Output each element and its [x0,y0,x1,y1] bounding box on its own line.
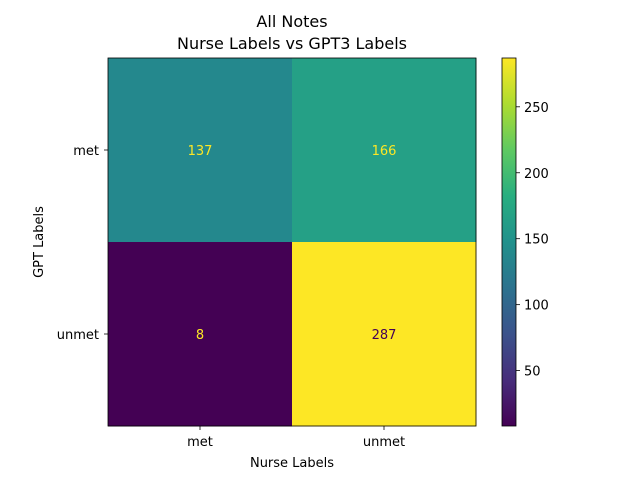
colorbar-tick-label: 50 [524,365,541,380]
colorbar-tick-label: 150 [524,233,549,248]
y-tick-label: met [73,144,99,159]
colorbar-tick-label: 100 [524,299,549,314]
heatmap-cell [292,242,477,427]
x-tick-label: met [187,435,213,450]
x-tick-label: unmet [363,435,405,450]
heatmap-cell [108,242,293,427]
colorbar: 50 100 150 200 250 [501,57,549,427]
cell-value-label: 137 [188,144,213,159]
heatmap-cells [108,58,477,427]
heatmap-cell [108,58,293,243]
cell-value-label: 8 [196,328,204,343]
chart-title: All Notes [256,12,327,31]
colorbar-gradient [501,57,517,427]
heatmap-axes: met unmet met unmet [57,57,477,450]
colorbar-tick-label: 250 [524,101,549,116]
chart-subtitle: Nurse Labels vs GPT3 Labels [177,34,407,53]
heatmap-cell-labels: 137 166 8 287 [188,144,397,343]
colorbar-ticks: 50 100 150 200 250 [516,101,549,380]
plot-frame [107,57,477,427]
colorbar-tick-label: 200 [524,167,549,182]
x-axis-label: Nurse Labels [250,456,334,471]
y-axis-label: GPT Labels [32,206,47,278]
cell-value-label: 166 [372,144,397,159]
cell-value-label: 287 [372,328,397,343]
heatmap-cell [292,58,477,243]
y-tick-label: unmet [57,328,99,343]
